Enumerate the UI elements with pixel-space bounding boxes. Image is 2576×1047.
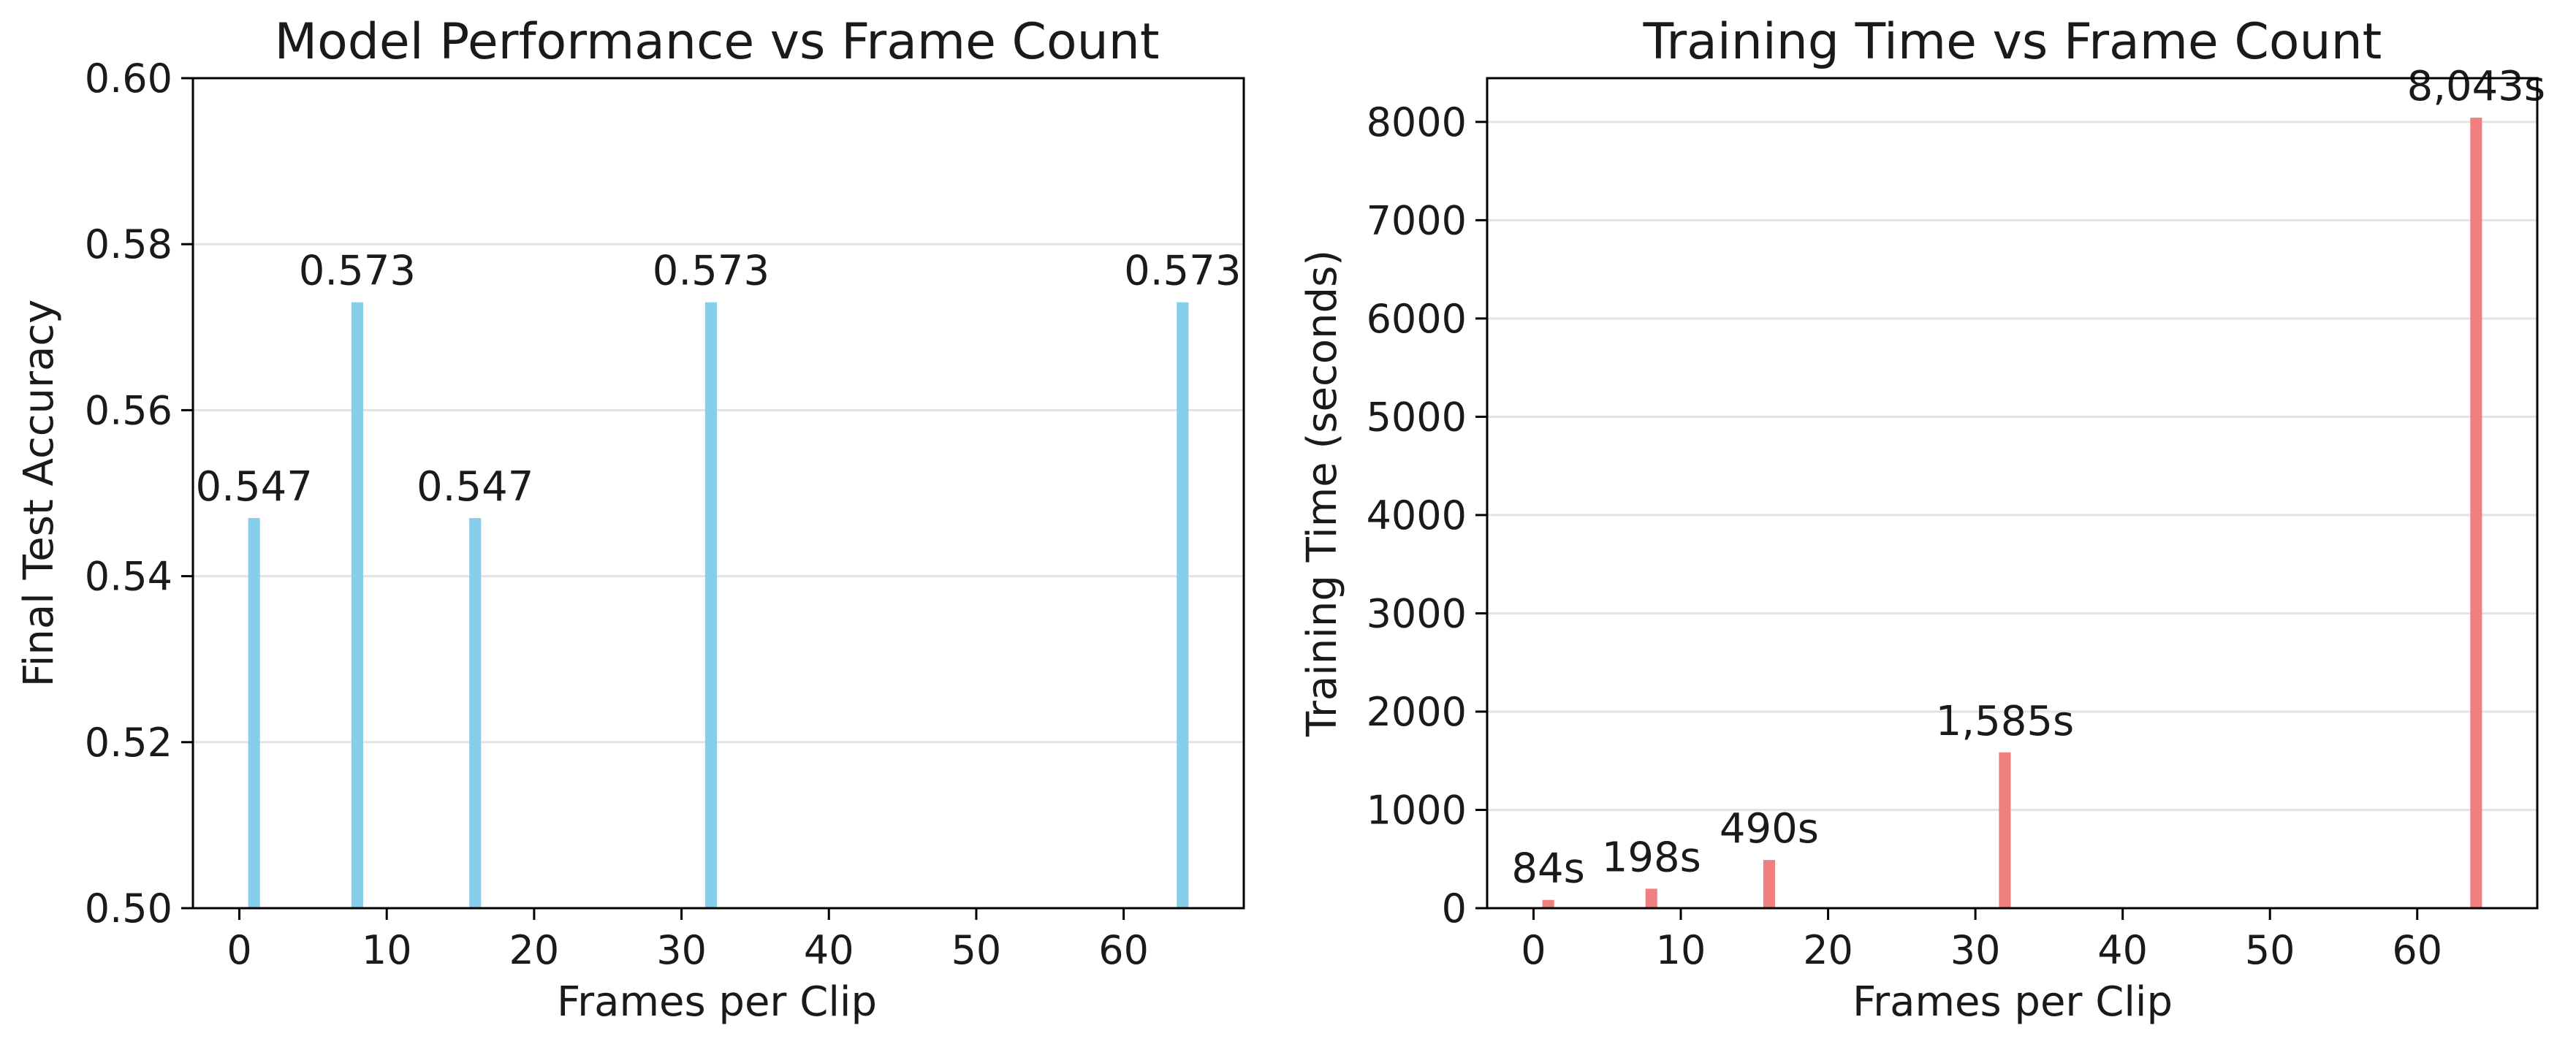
accuracy-chart-x-tick-label: 30: [656, 927, 707, 973]
accuracy-chart-x-tick-label: 10: [362, 927, 412, 973]
accuracy-chart-bar: [469, 518, 482, 908]
accuracy-chart-bar: [1177, 302, 1189, 909]
accuracy-chart-bar: [704, 302, 717, 909]
training-time-chart-y-tick-label: 0: [1442, 886, 1467, 932]
accuracy-chart-y-tick-label: 0.60: [85, 56, 172, 102]
training-time-chart-x-axis-label: Frames per Clip: [1853, 978, 2173, 1026]
accuracy-chart-bar: [248, 518, 260, 908]
training-time-chart-y-tick-label: 8000: [1367, 99, 1467, 145]
training-time-chart-y-tick-label: 2000: [1367, 689, 1467, 735]
training-time-chart-axes-frame: [1486, 77, 2539, 910]
accuracy-chart-data-label: 0.573: [1124, 248, 1241, 295]
accuracy-chart-axes-frame: [191, 77, 1245, 910]
accuracy-chart-title: Model Performance vs Frame Count: [274, 13, 1159, 71]
training-time-chart-x-tick-label: 50: [2245, 927, 2295, 973]
training-time-chart-data-label: 198s: [1602, 834, 1701, 881]
accuracy-chart-data-label: 0.547: [196, 463, 313, 511]
training-time-chart-data-label: 490s: [1720, 805, 1819, 853]
accuracy-chart-x-tick-label: 60: [1098, 927, 1149, 973]
accuracy-chart-y-tick-label: 0.56: [85, 387, 172, 433]
training-time-chart-y-axis-label: Training Time (seconds): [1299, 250, 1346, 737]
training-time-chart-bar: [1763, 860, 1776, 908]
accuracy-chart-x-axis-label: Frames per Clip: [557, 978, 877, 1026]
training-time-chart-y-tick-label: 6000: [1367, 296, 1467, 342]
training-time-chart-y-tick-label: 5000: [1367, 394, 1467, 440]
training-time-chart-x-tick-label: 60: [2392, 927, 2442, 973]
training-time-chart-y-tick-label: 4000: [1367, 492, 1467, 538]
training-time-chart-y-tick-label: 1000: [1367, 787, 1467, 833]
training-time-chart-data-label: 84s: [1511, 845, 1584, 893]
accuracy-chart-y-tick-label: 0.50: [85, 886, 172, 932]
accuracy-chart-y-tick-label: 0.54: [85, 554, 172, 600]
training-time-chart-data-label: 8,043s: [2407, 63, 2546, 110]
training-time-chart-y-tick-label: 3000: [1367, 590, 1467, 636]
training-time-chart-data-label: 1,585s: [1936, 698, 2075, 745]
accuracy-chart-x-tick-label: 20: [509, 927, 560, 973]
training-time-chart-bar: [1999, 752, 2011, 908]
accuracy-chart-data-label: 0.547: [417, 463, 533, 511]
accuracy-chart-bar: [351, 302, 363, 909]
accuracy-chart-x-tick-label: 50: [951, 927, 1002, 973]
training-time-chart: Training Time vs Frame Count Frames per …: [1299, 13, 2545, 1026]
accuracy-chart-y-axis-label: Final Test Accuracy: [15, 300, 63, 688]
training-time-chart-y-tick-label: 7000: [1367, 197, 1467, 243]
accuracy-chart-plot-area: 0.547 0.573 0.547 0.573 0.573 0.50 0.52 0.54 0.5…: [85, 56, 1245, 973]
training-time-chart-x-tick-label: 20: [1803, 927, 1853, 973]
accuracy-chart-y-tick-label: 0.58: [85, 221, 172, 267]
training-time-chart-title: Training Time vs Frame Count: [1643, 13, 2382, 71]
training-time-chart-x-tick-label: 0: [1521, 927, 1546, 973]
training-time-chart-x-tick-label: 40: [2097, 927, 2148, 973]
accuracy-chart-data-label: 0.573: [653, 248, 770, 295]
training-time-chart-bar: [2470, 118, 2482, 908]
training-time-chart-bar: [1542, 899, 1554, 908]
training-time-chart-bar: [1645, 888, 1657, 908]
training-time-chart-x-tick-label: 10: [1656, 927, 1706, 973]
accuracy-chart: Model Performance vs Frame Count Frames …: [15, 13, 1245, 1026]
training-time-chart-x-tick-label: 30: [1950, 927, 2001, 973]
accuracy-chart-x-tick-label: 0: [227, 927, 251, 973]
accuracy-chart-data-label: 0.573: [299, 248, 416, 295]
accuracy-chart-x-tick-label: 40: [804, 927, 854, 973]
training-time-chart-plot-area: 84s 198s 490s 1,585s 8,043s 0 1000 2000 3000 4000…: [1367, 63, 2546, 973]
accuracy-chart-y-tick-label: 0.52: [85, 720, 172, 766]
